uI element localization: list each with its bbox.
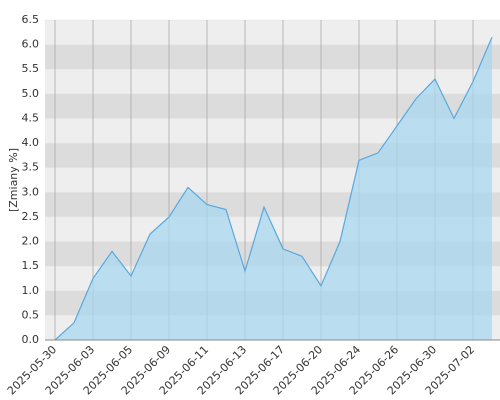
area-fill bbox=[55, 37, 492, 340]
y-tick-label: 1.5 bbox=[22, 259, 40, 272]
grid-band bbox=[45, 20, 500, 45]
area-line bbox=[54, 36, 493, 341]
y-tick-label: 3.0 bbox=[22, 185, 40, 198]
y-tick-label: 0.5 bbox=[22, 308, 40, 321]
y-tick-label: 5.5 bbox=[22, 62, 40, 75]
y-axis-label: [Zmiany %] bbox=[7, 148, 20, 212]
grid-band bbox=[45, 44, 500, 70]
y-tick-label: 6.0 bbox=[22, 38, 40, 51]
y-tick-label: 2.0 bbox=[22, 235, 40, 248]
y-tick-label: 2.5 bbox=[22, 210, 40, 223]
y-tick-label: 0.0 bbox=[22, 333, 40, 346]
y-tick-label: 6.5 bbox=[22, 13, 40, 26]
y-tick-label: 4.5 bbox=[22, 111, 40, 124]
y-tick-label: 1.0 bbox=[22, 284, 40, 297]
y-tick-label: 3.5 bbox=[22, 161, 40, 174]
y-tick-label: 5.0 bbox=[22, 87, 40, 100]
y-tick-label: 4.0 bbox=[22, 136, 40, 149]
